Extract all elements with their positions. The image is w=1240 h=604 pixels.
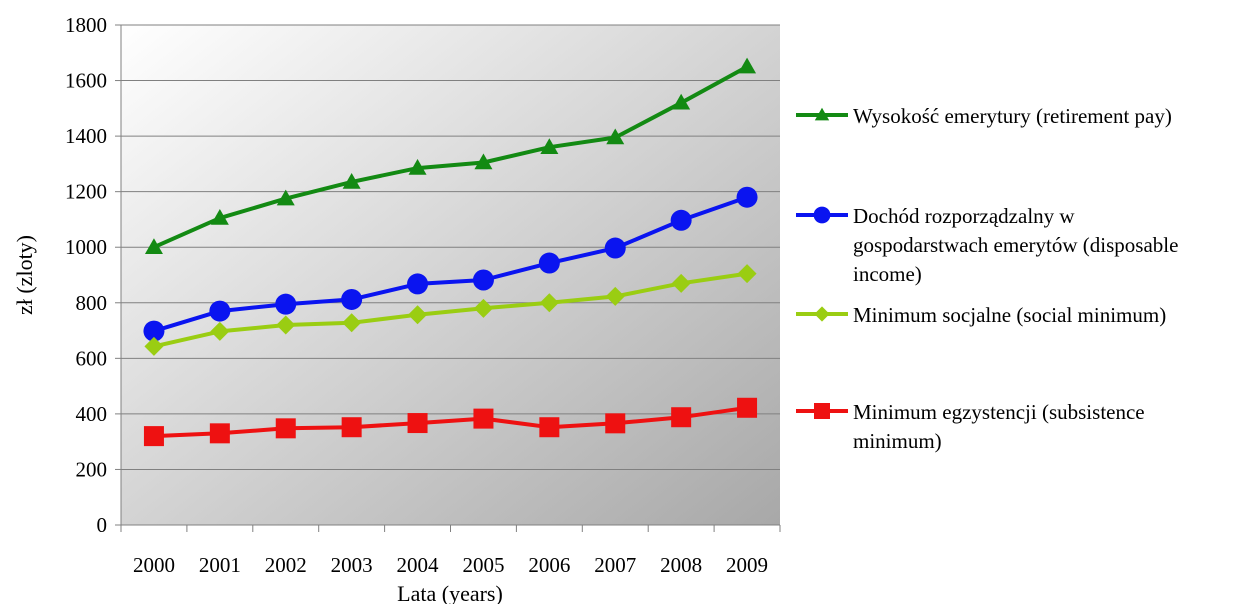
data-point: [341, 288, 363, 310]
legend-swatch-marker: [813, 206, 831, 224]
data-point: [275, 418, 296, 439]
series-line: [153, 271, 748, 349]
data-point: [143, 320, 165, 342]
y-tick-label: 0: [97, 513, 108, 537]
data-point: [143, 426, 164, 447]
data-point: [472, 269, 494, 291]
data-point: [737, 264, 757, 284]
legend-label: Wysokość emerytury (retirement pay): [853, 104, 1172, 128]
legend-label: Minimum egzystencji (subsistence: [853, 400, 1145, 424]
data-point: [538, 252, 560, 274]
series-line: [153, 64, 749, 250]
data-point: [144, 336, 164, 356]
axes: 0 200 400 600 800 1000 1200 1400 1600 1800 2000 200…: [65, 13, 781, 577]
data-point: [276, 315, 296, 335]
x-tick-label: 2000: [133, 553, 175, 577]
data-point: [209, 423, 230, 444]
legend-label: Minimum socjalne (social minimum): [853, 303, 1166, 327]
data-point: [539, 293, 559, 313]
data-point: [474, 153, 493, 170]
series-line: [153, 195, 748, 334]
legend-swatch-marker: [814, 403, 830, 419]
x-tick-label: 2005: [462, 553, 504, 577]
data-point: [606, 128, 625, 145]
data-point: [672, 93, 691, 110]
data-point: [671, 407, 692, 428]
data-point: [736, 186, 758, 208]
x-tick-label: 2008: [660, 553, 702, 577]
y-tick-label: 800: [76, 291, 108, 315]
y-tick-label: 1400: [65, 124, 107, 148]
y-tick-label: 1200: [65, 180, 107, 204]
legend-entry: Wysokość emerytury (retirement pay): [796, 104, 1172, 128]
x-tick-label: 2004: [397, 553, 440, 577]
data-point: [210, 209, 229, 225]
data-point: [737, 397, 758, 418]
legend-swatch-marker: [814, 306, 830, 322]
legend: Wysokość emerytury (retirement pay) Dochó…: [796, 104, 1178, 453]
legend-swatch-marker: [814, 107, 830, 121]
data-point: [407, 273, 429, 295]
data-point: [671, 273, 691, 293]
y-tick-label: 200: [76, 457, 108, 481]
series-group: [143, 57, 758, 447]
legend-label: Dochód rozporządzalny w: [853, 204, 1075, 228]
x-tick-label: 2009: [726, 553, 768, 577]
data-point: [408, 159, 427, 175]
y-tick-label: 1600: [65, 69, 107, 93]
data-point: [539, 417, 560, 438]
series-square: [143, 397, 758, 447]
legend-entry: Dochód rozporządzalny w gospodarstwach em…: [796, 204, 1178, 286]
data-point: [605, 286, 625, 306]
data-point: [209, 300, 231, 322]
data-point: [342, 172, 361, 189]
legend-entry: Minimum socjalne (social minimum): [796, 303, 1166, 327]
data-point: [473, 408, 494, 429]
series-triangle: [144, 57, 757, 254]
series-circle: [143, 186, 758, 342]
y-axis-title: zł (zloty): [12, 235, 37, 315]
gridlines: [121, 24, 780, 470]
x-tick-label: 2001: [199, 553, 241, 577]
x-axis-title: Lata (years): [397, 581, 503, 604]
x-tick-label: 2006: [528, 553, 570, 577]
data-point: [408, 305, 428, 325]
data-point: [341, 417, 362, 438]
data-point: [605, 413, 626, 434]
y-tick-label: 600: [76, 346, 108, 370]
y-tick-label: 400: [76, 402, 108, 426]
data-point: [407, 413, 428, 434]
legend-label: minimum): [853, 429, 942, 453]
data-point: [473, 298, 493, 318]
x-tick-label: 2007: [594, 553, 636, 577]
y-tick-label: 1000: [65, 235, 107, 259]
x-tick-label: 2002: [265, 553, 307, 577]
data-point: [210, 321, 230, 341]
data-point: [604, 237, 626, 259]
x-tick-label: 2003: [331, 553, 373, 577]
y-tick-label: 1800: [65, 13, 107, 37]
legend-label: income): [853, 262, 922, 286]
data-point: [738, 57, 757, 74]
legend-entry: Minimum egzystencji (subsistence minimum): [796, 400, 1145, 453]
data-point: [275, 293, 297, 315]
data-point: [540, 138, 559, 154]
series-diamond: [144, 264, 757, 356]
data-point: [276, 189, 295, 206]
data-point: [342, 313, 362, 333]
legend-label: gospodarstwach emerytów (disposable: [853, 233, 1178, 257]
data-point: [144, 238, 163, 254]
series-line: [153, 405, 748, 439]
data-point: [670, 209, 692, 231]
